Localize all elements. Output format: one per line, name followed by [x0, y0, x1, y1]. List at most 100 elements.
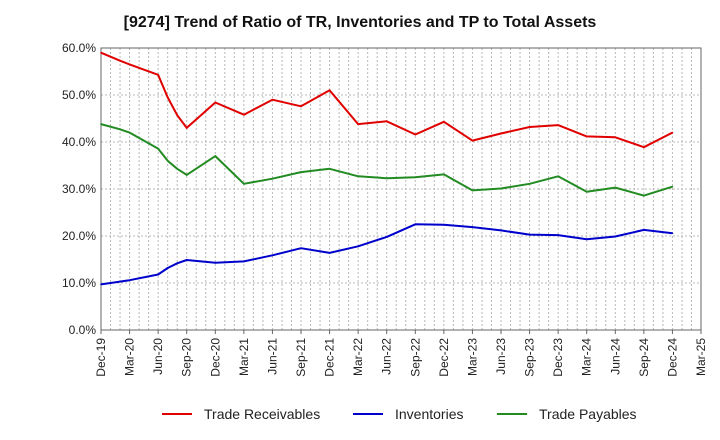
data-point — [414, 133, 417, 136]
data-point — [185, 127, 188, 129]
data-point — [271, 177, 274, 180]
data-point — [671, 131, 674, 134]
data-point — [128, 131, 131, 134]
data-point — [443, 223, 445, 226]
series-line-inventories — [100, 223, 673, 286]
x-tick-label: Mar-21 — [237, 338, 251, 376]
data-point — [557, 124, 559, 126]
x-tick-label: Jun-24 — [608, 338, 622, 375]
data-point — [357, 123, 359, 125]
x-tick-label: Jun-21 — [265, 338, 279, 375]
data-point — [643, 229, 645, 231]
x-tick-label: Dec-21 — [323, 338, 337, 377]
data-point — [585, 191, 588, 193]
y-tick-label: 10.0% — [62, 276, 96, 290]
data-point — [385, 120, 388, 123]
data-point — [214, 101, 217, 104]
data-point — [100, 51, 102, 54]
data-point — [157, 73, 159, 76]
data-point — [157, 147, 159, 150]
data-point — [300, 105, 302, 108]
data-point — [357, 175, 359, 178]
data-point — [643, 194, 645, 197]
data-point — [243, 260, 245, 263]
data-point — [243, 183, 245, 185]
data-point — [176, 262, 178, 265]
data-point — [214, 155, 217, 157]
data-point — [328, 252, 331, 254]
x-tick-label: Dec-23 — [551, 338, 565, 377]
data-point — [100, 283, 102, 286]
data-point — [166, 267, 169, 269]
data-point — [557, 234, 559, 236]
y-tick-label: 30.0% — [62, 182, 96, 196]
data-point — [500, 229, 502, 232]
data-point — [443, 120, 445, 123]
data-point — [357, 245, 359, 248]
x-tick-label: Sep-20 — [180, 338, 194, 377]
data-point — [671, 185, 674, 188]
data-point — [166, 96, 169, 99]
data-point — [443, 173, 445, 176]
legend-label: Trade Payables — [539, 406, 637, 422]
data-point — [185, 259, 188, 261]
data-point — [128, 279, 131, 281]
data-point — [385, 177, 388, 179]
data-point — [671, 232, 674, 234]
data-point — [614, 235, 617, 238]
x-tick-label: Dec-19 — [94, 338, 108, 377]
x-tick-label: Mar-23 — [465, 338, 479, 376]
x-tick-label: Sep-23 — [523, 338, 537, 377]
data-point — [328, 167, 331, 170]
data-point — [119, 280, 121, 283]
data-point — [614, 136, 617, 139]
data-point — [643, 146, 645, 148]
x-tick-label: Dec-22 — [437, 338, 451, 377]
x-tick-label: Sep-22 — [408, 338, 422, 377]
data-point — [100, 123, 102, 125]
x-tick-label: Jun-22 — [380, 338, 394, 375]
data-point — [385, 236, 388, 238]
plot-frame — [100, 47, 702, 331]
x-tick-label: Sep-24 — [637, 338, 651, 377]
data-point — [176, 167, 178, 170]
x-tick-label: Mar-24 — [580, 338, 594, 376]
data-point — [528, 233, 531, 236]
data-point — [585, 238, 588, 241]
data-point — [500, 132, 502, 135]
data-point — [328, 89, 331, 92]
data-point — [471, 139, 474, 142]
x-tick-label: Mar-25 — [694, 338, 708, 376]
legend-label: Trade Receivables — [204, 406, 320, 422]
x-tick-label: Sep-21 — [294, 338, 308, 377]
data-point — [614, 186, 617, 189]
data-point — [471, 189, 474, 192]
y-tick-label: 40.0% — [62, 135, 96, 149]
data-point — [271, 254, 274, 257]
chart-title: [9274] Trend of Ratio of TR, Inventories… — [123, 14, 597, 31]
data-point — [414, 223, 417, 226]
y-tick-label: 0.0% — [69, 323, 97, 337]
x-tick-label: Jun-23 — [494, 338, 508, 375]
data-point — [528, 183, 531, 185]
x-tick-label: Jun-20 — [151, 338, 165, 375]
data-point — [119, 59, 121, 62]
data-point — [300, 171, 302, 173]
data-point — [214, 261, 217, 264]
data-point — [166, 160, 169, 162]
data-point — [414, 176, 417, 179]
data-point — [528, 126, 531, 128]
data-point — [500, 187, 502, 190]
legend-label: Inventories — [395, 406, 463, 422]
data-point — [176, 114, 178, 117]
data-point — [585, 135, 588, 138]
data-point — [157, 273, 159, 276]
data-point — [300, 247, 302, 250]
data-point — [128, 63, 131, 66]
data-point — [119, 128, 121, 131]
x-tick-label: Dec-20 — [208, 338, 222, 377]
data-point — [471, 226, 474, 228]
data-point — [185, 174, 188, 176]
